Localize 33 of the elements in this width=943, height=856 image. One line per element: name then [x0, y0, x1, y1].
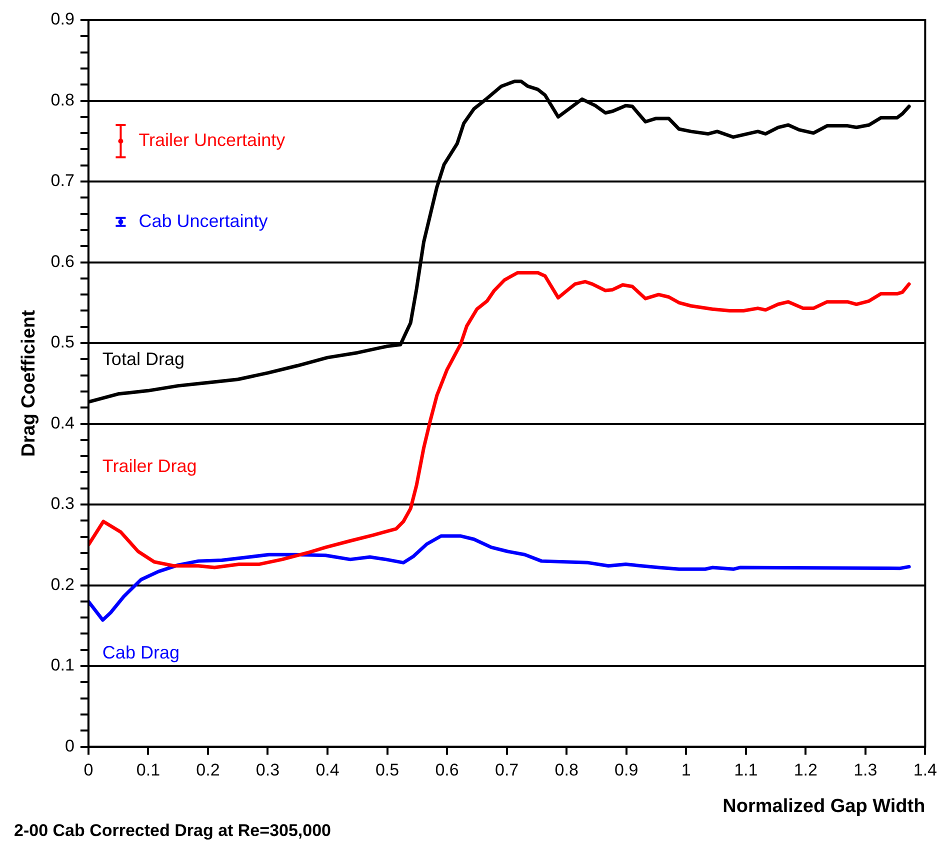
y-tick-label: 0.5	[50, 332, 74, 352]
x-tick-label: 0.8	[554, 760, 578, 780]
x-tick-label: 0.2	[196, 760, 220, 780]
text: 2-00 Cab Corrected Drag at Re=305,000	[14, 821, 332, 840]
text: Trailer Drag	[102, 456, 197, 476]
x-tick-label: 1.2	[794, 760, 818, 780]
x-axis-title: Normalized Gap Width	[722, 796, 926, 817]
x-tick-label: 1.3	[854, 760, 878, 780]
y-tick-label: 0.3	[50, 494, 74, 514]
x-tick-label: 0.6	[435, 760, 459, 780]
x-tick-label: 1.4	[913, 760, 938, 780]
x-tick-label: 0.4	[316, 760, 340, 780]
y-tick-label: 0.2	[50, 574, 74, 594]
x-tick-label: 1.1	[734, 760, 758, 780]
x-tick-label: 0.7	[494, 760, 519, 780]
y-tick-label: 0.7	[50, 171, 74, 190]
series-label: Trailer Uncertainty	[138, 130, 286, 150]
x-tick-label: 1	[681, 760, 691, 780]
series-label: Cab Drag	[102, 642, 180, 662]
series-label: Total Drag	[102, 348, 184, 369]
x-tick-label: 0.1	[136, 760, 160, 780]
y-tick-label: 0.4	[50, 413, 74, 432]
y-axis-title: Drag Coefficient	[18, 309, 40, 457]
series-label: Cab Uncertainty	[138, 210, 268, 231]
x-tick-label: 0.5	[375, 760, 400, 780]
y-tick-label: 0	[64, 736, 74, 756]
x-tick-label: 0.3	[256, 760, 280, 780]
y-tick-label: 0.1	[50, 656, 74, 675]
x-tick-label: 0.9	[614, 760, 638, 780]
x-tick-label: 0	[84, 760, 94, 780]
y-tick-label: 0.9	[50, 10, 74, 29]
y-tick-label: 0.6	[50, 252, 74, 271]
y-tick-label: 0.8	[50, 90, 74, 110]
